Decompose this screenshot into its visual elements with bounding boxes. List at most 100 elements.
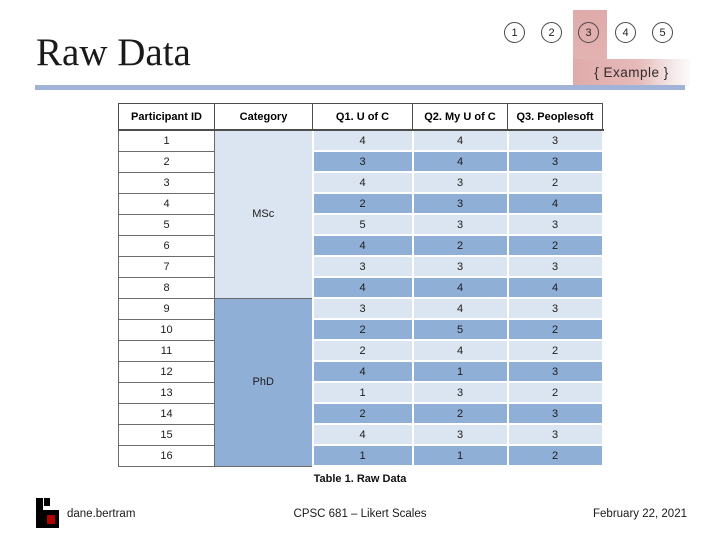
response-value-cell: 3 — [411, 213, 509, 236]
col-header-q3: Q3. Peoplesoft — [507, 103, 603, 131]
response-value-cell: 2 — [506, 318, 604, 341]
col-header-participant-id: Participant ID — [118, 103, 215, 131]
participant-id-cell: 12 — [118, 360, 215, 383]
category-cell: MSc — [214, 129, 313, 299]
participant-id-cell: 16 — [118, 444, 215, 467]
page-title: Raw Data — [36, 31, 191, 74]
participant-id-cell: 5 — [118, 213, 215, 236]
page-indicator-2: 2 — [541, 22, 562, 43]
response-value-cell: 1 — [411, 444, 509, 467]
participant-id-cell: 6 — [118, 234, 215, 257]
logo-nub — [44, 498, 50, 506]
response-value-cell: 2 — [506, 444, 604, 467]
response-value-cell: 4 — [311, 423, 414, 446]
category-cell: PhD — [214, 297, 313, 467]
slide-pagination: 1 2 3 4 5 — [504, 22, 673, 43]
table-header-row: Participant ID Category Q1. U of C Q2. M… — [118, 103, 603, 131]
participant-id-cell: 7 — [118, 255, 215, 278]
response-value-cell: 3 — [411, 381, 509, 404]
response-value-cell: 4 — [311, 234, 414, 257]
response-value-cell: 4 — [311, 129, 414, 152]
table-row: 9 PhD 3 4 3 — [118, 297, 604, 467]
col-header-category: Category — [214, 103, 313, 131]
response-value-cell: 3 — [311, 255, 414, 278]
response-value-cell: 4 — [311, 360, 414, 383]
response-value-cell: 2 — [506, 171, 604, 194]
title-divider — [35, 85, 685, 90]
response-value-cell: 5 — [411, 318, 509, 341]
example-ribbon-bar: { Example } — [573, 59, 690, 86]
response-value-cell: 3 — [506, 150, 604, 173]
response-value-cell: 3 — [311, 297, 414, 320]
participant-id-cell: 13 — [118, 381, 215, 404]
participant-id-cell: 3 — [118, 171, 215, 194]
response-value-cell: 3 — [506, 129, 604, 152]
response-value-cell: 4 — [311, 276, 414, 299]
response-value-cell: 4 — [411, 297, 509, 320]
response-value-cell: 4 — [411, 276, 509, 299]
response-value-cell: 3 — [506, 423, 604, 446]
response-value-cell: 5 — [311, 213, 414, 236]
participant-id-cell: 10 — [118, 318, 215, 341]
participant-id-cell: 2 — [118, 150, 215, 173]
table-caption: Table 1. Raw Data — [313, 473, 407, 485]
logo-stem — [36, 498, 43, 528]
logo-red-square — [47, 515, 55, 524]
table-row: 13 1 3 2 — [118, 381, 604, 404]
footer-date: February 22, 2021 — [593, 508, 687, 520]
response-value-cell: 2 — [411, 234, 509, 257]
table-row: 15 4 3 3 — [118, 423, 604, 446]
table-row: 11 2 4 2 — [118, 339, 604, 362]
response-value-cell: 2 — [411, 402, 509, 425]
response-value-cell: 1 — [311, 444, 414, 467]
footer-author: dane.bertram — [67, 508, 136, 520]
response-value-cell: 4 — [411, 150, 509, 173]
participant-id-cell: 4 — [118, 192, 215, 215]
response-value-cell: 4 — [411, 339, 509, 362]
page-indicator-5: 5 — [652, 22, 673, 43]
table-row: 12 4 1 3 — [118, 360, 604, 383]
col-header-q1: Q1. U of C — [312, 103, 413, 131]
response-value-cell: 4 — [506, 192, 604, 215]
response-value-cell: 2 — [506, 339, 604, 362]
table-row: 10 2 5 2 — [118, 318, 604, 341]
page-indicator-4: 4 — [615, 22, 636, 43]
response-value-cell: 3 — [311, 150, 414, 173]
response-value-cell: 4 — [506, 276, 604, 299]
db-logo — [36, 496, 62, 530]
table-row: 16 1 1 2 — [118, 444, 604, 467]
response-value-cell: 3 — [506, 213, 604, 236]
response-value-cell: 2 — [506, 234, 604, 257]
response-value-cell: 3 — [506, 297, 604, 320]
participant-id-cell: 11 — [118, 339, 215, 362]
participant-id-cell: 9 — [118, 297, 215, 320]
page-indicator-3: 3 — [578, 22, 599, 43]
table-row: 14 2 2 3 — [118, 402, 604, 425]
response-value-cell: 2 — [311, 318, 414, 341]
footer-course: CPSC 681 – Likert Scales — [293, 508, 427, 520]
response-value-cell: 3 — [506, 360, 604, 383]
participant-id-cell: 8 — [118, 276, 215, 299]
example-label: { Example } — [594, 65, 669, 80]
col-header-q2: Q2. My U of C — [412, 103, 508, 131]
page-indicator-1: 1 — [504, 22, 525, 43]
raw-data-table: Participant ID Category Q1. U of C Q2. M… — [118, 103, 604, 467]
response-value-cell: 3 — [506, 402, 604, 425]
response-value-cell: 3 — [411, 192, 509, 215]
response-value-cell: 2 — [506, 381, 604, 404]
participant-id-cell: 15 — [118, 423, 215, 446]
response-value-cell: 2 — [311, 402, 414, 425]
response-value-cell: 3 — [411, 423, 509, 446]
response-value-cell: 2 — [311, 339, 414, 362]
response-value-cell: 3 — [411, 255, 509, 278]
response-value-cell: 2 — [311, 192, 414, 215]
response-value-cell: 3 — [411, 171, 509, 194]
